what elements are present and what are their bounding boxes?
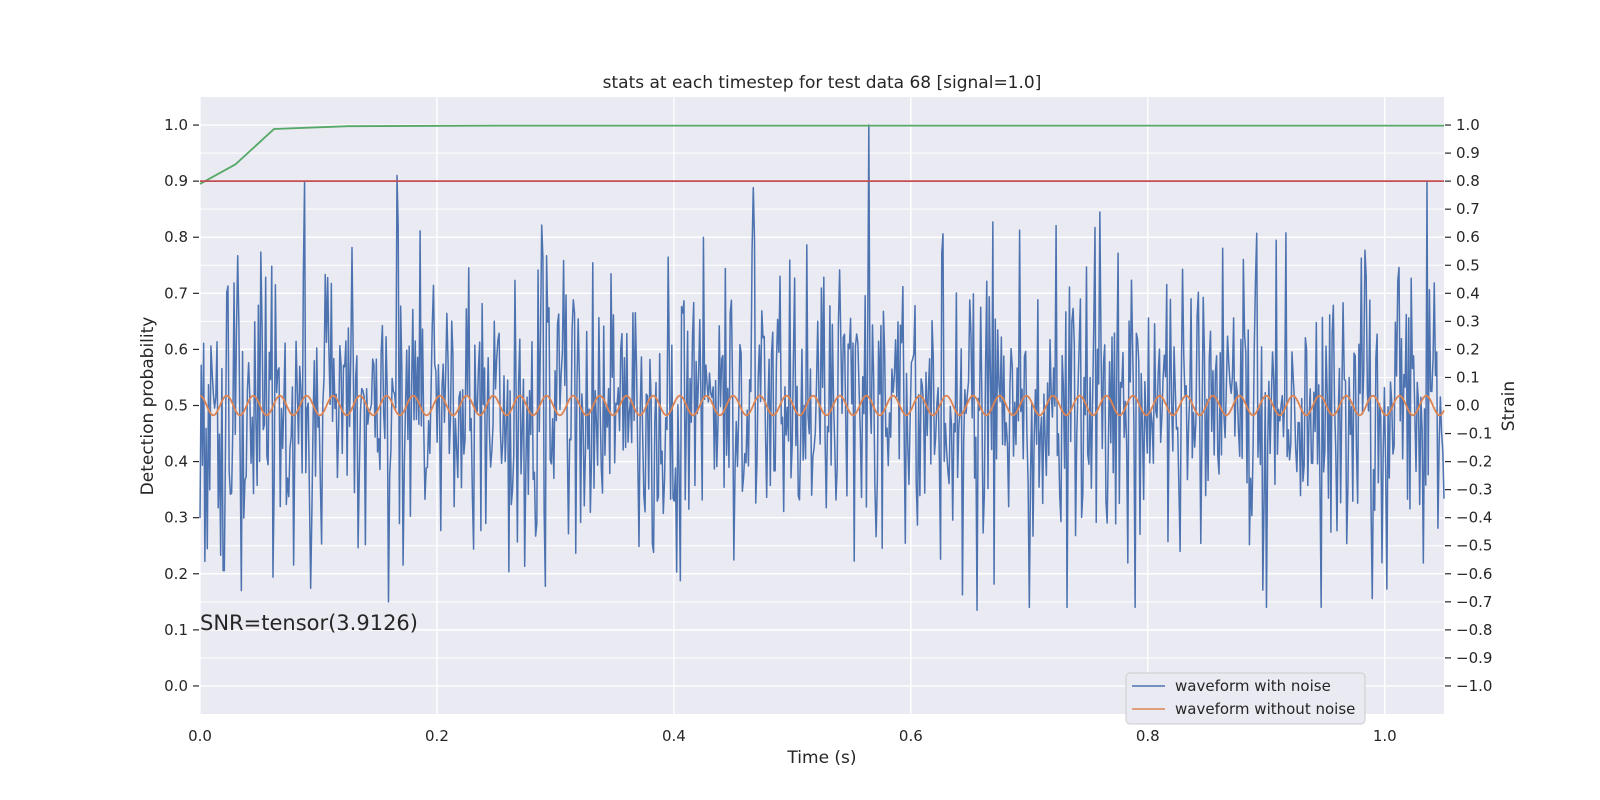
y-tick-label: 0.3 bbox=[164, 509, 188, 527]
y-tick-label: 0.5 bbox=[164, 397, 188, 415]
y2-tick-label: 0.8 bbox=[1456, 172, 1480, 190]
plot-area bbox=[199, 124, 1445, 611]
x-tick-label: 0.4 bbox=[662, 727, 686, 745]
y2-tick-label: 0.3 bbox=[1456, 312, 1480, 330]
y-tick-label: 0.0 bbox=[164, 677, 188, 695]
y2-tick-label: −0.6 bbox=[1456, 565, 1492, 583]
y-tick-label: 1.0 bbox=[164, 116, 188, 134]
y2-tick-label: −0.4 bbox=[1456, 509, 1492, 527]
x-tick-label: 0.0 bbox=[188, 727, 212, 745]
y2-tick-label: 0.5 bbox=[1456, 256, 1480, 274]
y-axis-label: Detection probability bbox=[138, 317, 158, 496]
x-tick-label: 0.6 bbox=[899, 727, 923, 745]
series-line-detection-probability bbox=[199, 124, 1444, 185]
y2-tick-label: −0.3 bbox=[1456, 481, 1492, 499]
x-axis-label: Time (s) bbox=[786, 748, 856, 768]
y-tick-label: 0.2 bbox=[164, 565, 188, 583]
legend-label-noise: waveform with noise bbox=[1175, 677, 1331, 695]
y-tick-label: 0.9 bbox=[164, 172, 188, 190]
x-axis: 0.0 0.2 0.4 0.6 0.8 1.0 bbox=[188, 727, 1397, 745]
legend: waveform with noise waveform without noi… bbox=[1125, 672, 1366, 725]
x-tick-label: 1.0 bbox=[1373, 727, 1397, 745]
y2-axis-label: Strain bbox=[1499, 381, 1519, 431]
y2-tick-label: 0.0 bbox=[1456, 397, 1480, 415]
y2-tick-label: −0.2 bbox=[1456, 453, 1492, 471]
series-line-waveform-with-noise bbox=[199, 124, 1445, 611]
y2-tick-label: 0.4 bbox=[1456, 284, 1480, 302]
x-tick-label: 0.8 bbox=[1136, 727, 1160, 745]
chart-title: stats at each timestep for test data 68 … bbox=[603, 73, 1042, 93]
legend-box bbox=[1125, 672, 1366, 725]
y2-tick-label: 0.6 bbox=[1456, 228, 1480, 246]
snr-annotation: SNR=tensor(3.9126) bbox=[200, 611, 418, 635]
y2-tick-label: −0.5 bbox=[1456, 537, 1492, 555]
y-tick-label: 0.1 bbox=[164, 621, 188, 639]
legend-label-clean: waveform without noise bbox=[1175, 700, 1355, 718]
y2-tick-label: 0.7 bbox=[1456, 200, 1480, 218]
y-tick-label: 0.8 bbox=[164, 228, 188, 246]
y-tick-label: 0.6 bbox=[164, 340, 188, 358]
y2-tick-label: 0.2 bbox=[1456, 340, 1480, 358]
y2-tick-label: 0.1 bbox=[1456, 368, 1480, 386]
y2-tick-label: −0.1 bbox=[1456, 425, 1492, 443]
y2-tick-label: 1.0 bbox=[1456, 116, 1480, 134]
right-axis: −1.0 −0.9 −0.8 −0.7 −0.6 −0.5 −0.4 −0.3 −0.2 −0.1… bbox=[1445, 116, 1492, 695]
y-tick-label: 0.4 bbox=[164, 453, 188, 471]
y2-tick-label: −1.0 bbox=[1456, 677, 1492, 695]
y-tick-label: 0.7 bbox=[164, 284, 188, 302]
left-axis: 0.0 0.1 0.2 0.3 0.4 0.5 0.6 0.7 0.8 0.9 1.0 bbox=[164, 116, 199, 695]
series-line-waveform-without-noise bbox=[199, 394, 1445, 417]
y2-tick-label: −0.9 bbox=[1456, 649, 1492, 667]
y2-tick-label: −0.8 bbox=[1456, 621, 1492, 639]
x-tick-label: 0.2 bbox=[425, 727, 449, 745]
y2-tick-label: −0.7 bbox=[1456, 593, 1492, 611]
y2-tick-label: 0.9 bbox=[1456, 144, 1480, 162]
